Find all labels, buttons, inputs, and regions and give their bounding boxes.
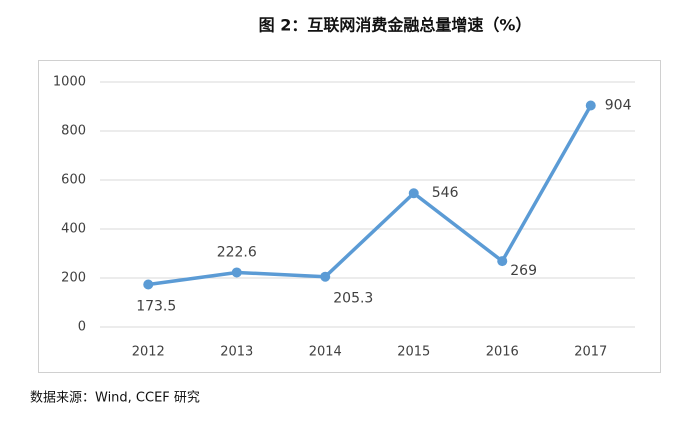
y-tick-label: 600: [61, 173, 86, 188]
data-label: 205.3: [333, 291, 373, 307]
marker: [231, 267, 242, 278]
source-note: 数据来源：Wind, CCEF 研究: [30, 391, 200, 406]
data-label: 904: [605, 98, 632, 114]
x-tick-label: 2015: [397, 345, 430, 360]
y-tick-label: 800: [61, 124, 86, 139]
y-tick-label: 1000: [53, 75, 86, 90]
y-tick-label: 200: [61, 271, 86, 286]
chart-frame: [38, 60, 661, 373]
chart-title: 图 2：互联网消费金融总量增速（%）: [259, 16, 532, 35]
marker: [408, 188, 419, 199]
x-tick-label: 2013: [220, 345, 253, 360]
data-label: 546: [432, 185, 459, 201]
x-tick-label: 2017: [574, 345, 607, 360]
line: [148, 104, 593, 287]
marker: [585, 100, 596, 111]
data-label: 269: [510, 263, 537, 279]
y-tick-label: 0: [78, 320, 86, 335]
x-tick-label: 2012: [132, 345, 165, 360]
y-tick-label: 400: [61, 222, 86, 237]
marker: [143, 279, 154, 290]
marker: [320, 271, 331, 282]
data-label: 173.5: [136, 298, 176, 314]
marker: [497, 256, 508, 267]
x-tick-label: 2016: [486, 345, 519, 360]
x-tick-label: 2014: [309, 345, 342, 360]
data-label: 222.6: [217, 244, 257, 260]
